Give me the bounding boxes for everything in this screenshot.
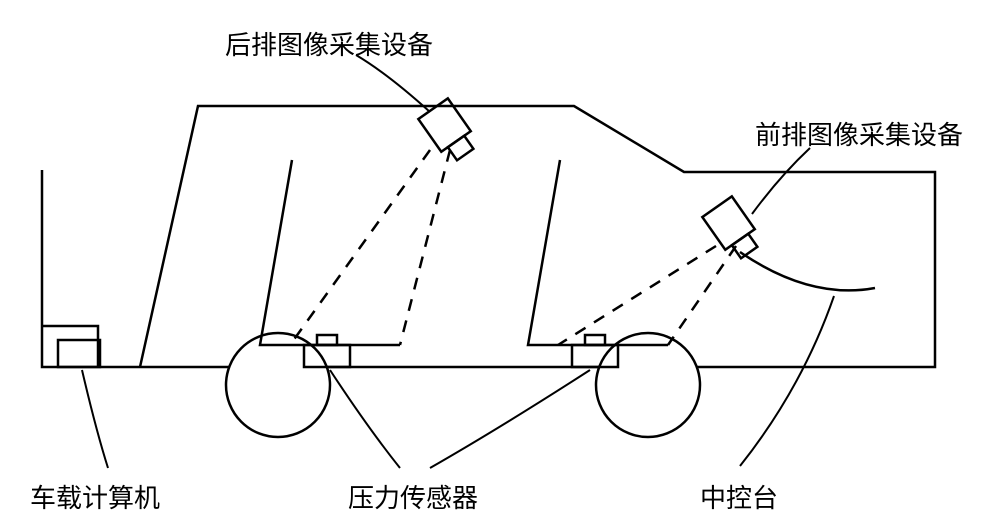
rear-seat: [260, 160, 400, 345]
rear-camera-label: 后排图像采集设备: [225, 25, 433, 62]
pressure-sensor-label: 压力传感器: [348, 478, 478, 515]
front-camera-icon: [702, 196, 764, 263]
trunk-notch: [42, 326, 98, 367]
center-console-label: 中控台: [700, 478, 778, 515]
front-wheel: [596, 333, 700, 437]
front-camera-label: 前排图像采集设备: [755, 115, 963, 152]
onboard-computer-box: [58, 340, 100, 367]
onboard-computer-label: 车载计算机: [30, 478, 160, 515]
front-seat: [528, 160, 668, 345]
vehicle-schematic: [0, 0, 1000, 519]
rear-wheel: [226, 333, 330, 437]
camera-fov-lines: [290, 150, 736, 345]
center-console-curve: [740, 252, 875, 290]
